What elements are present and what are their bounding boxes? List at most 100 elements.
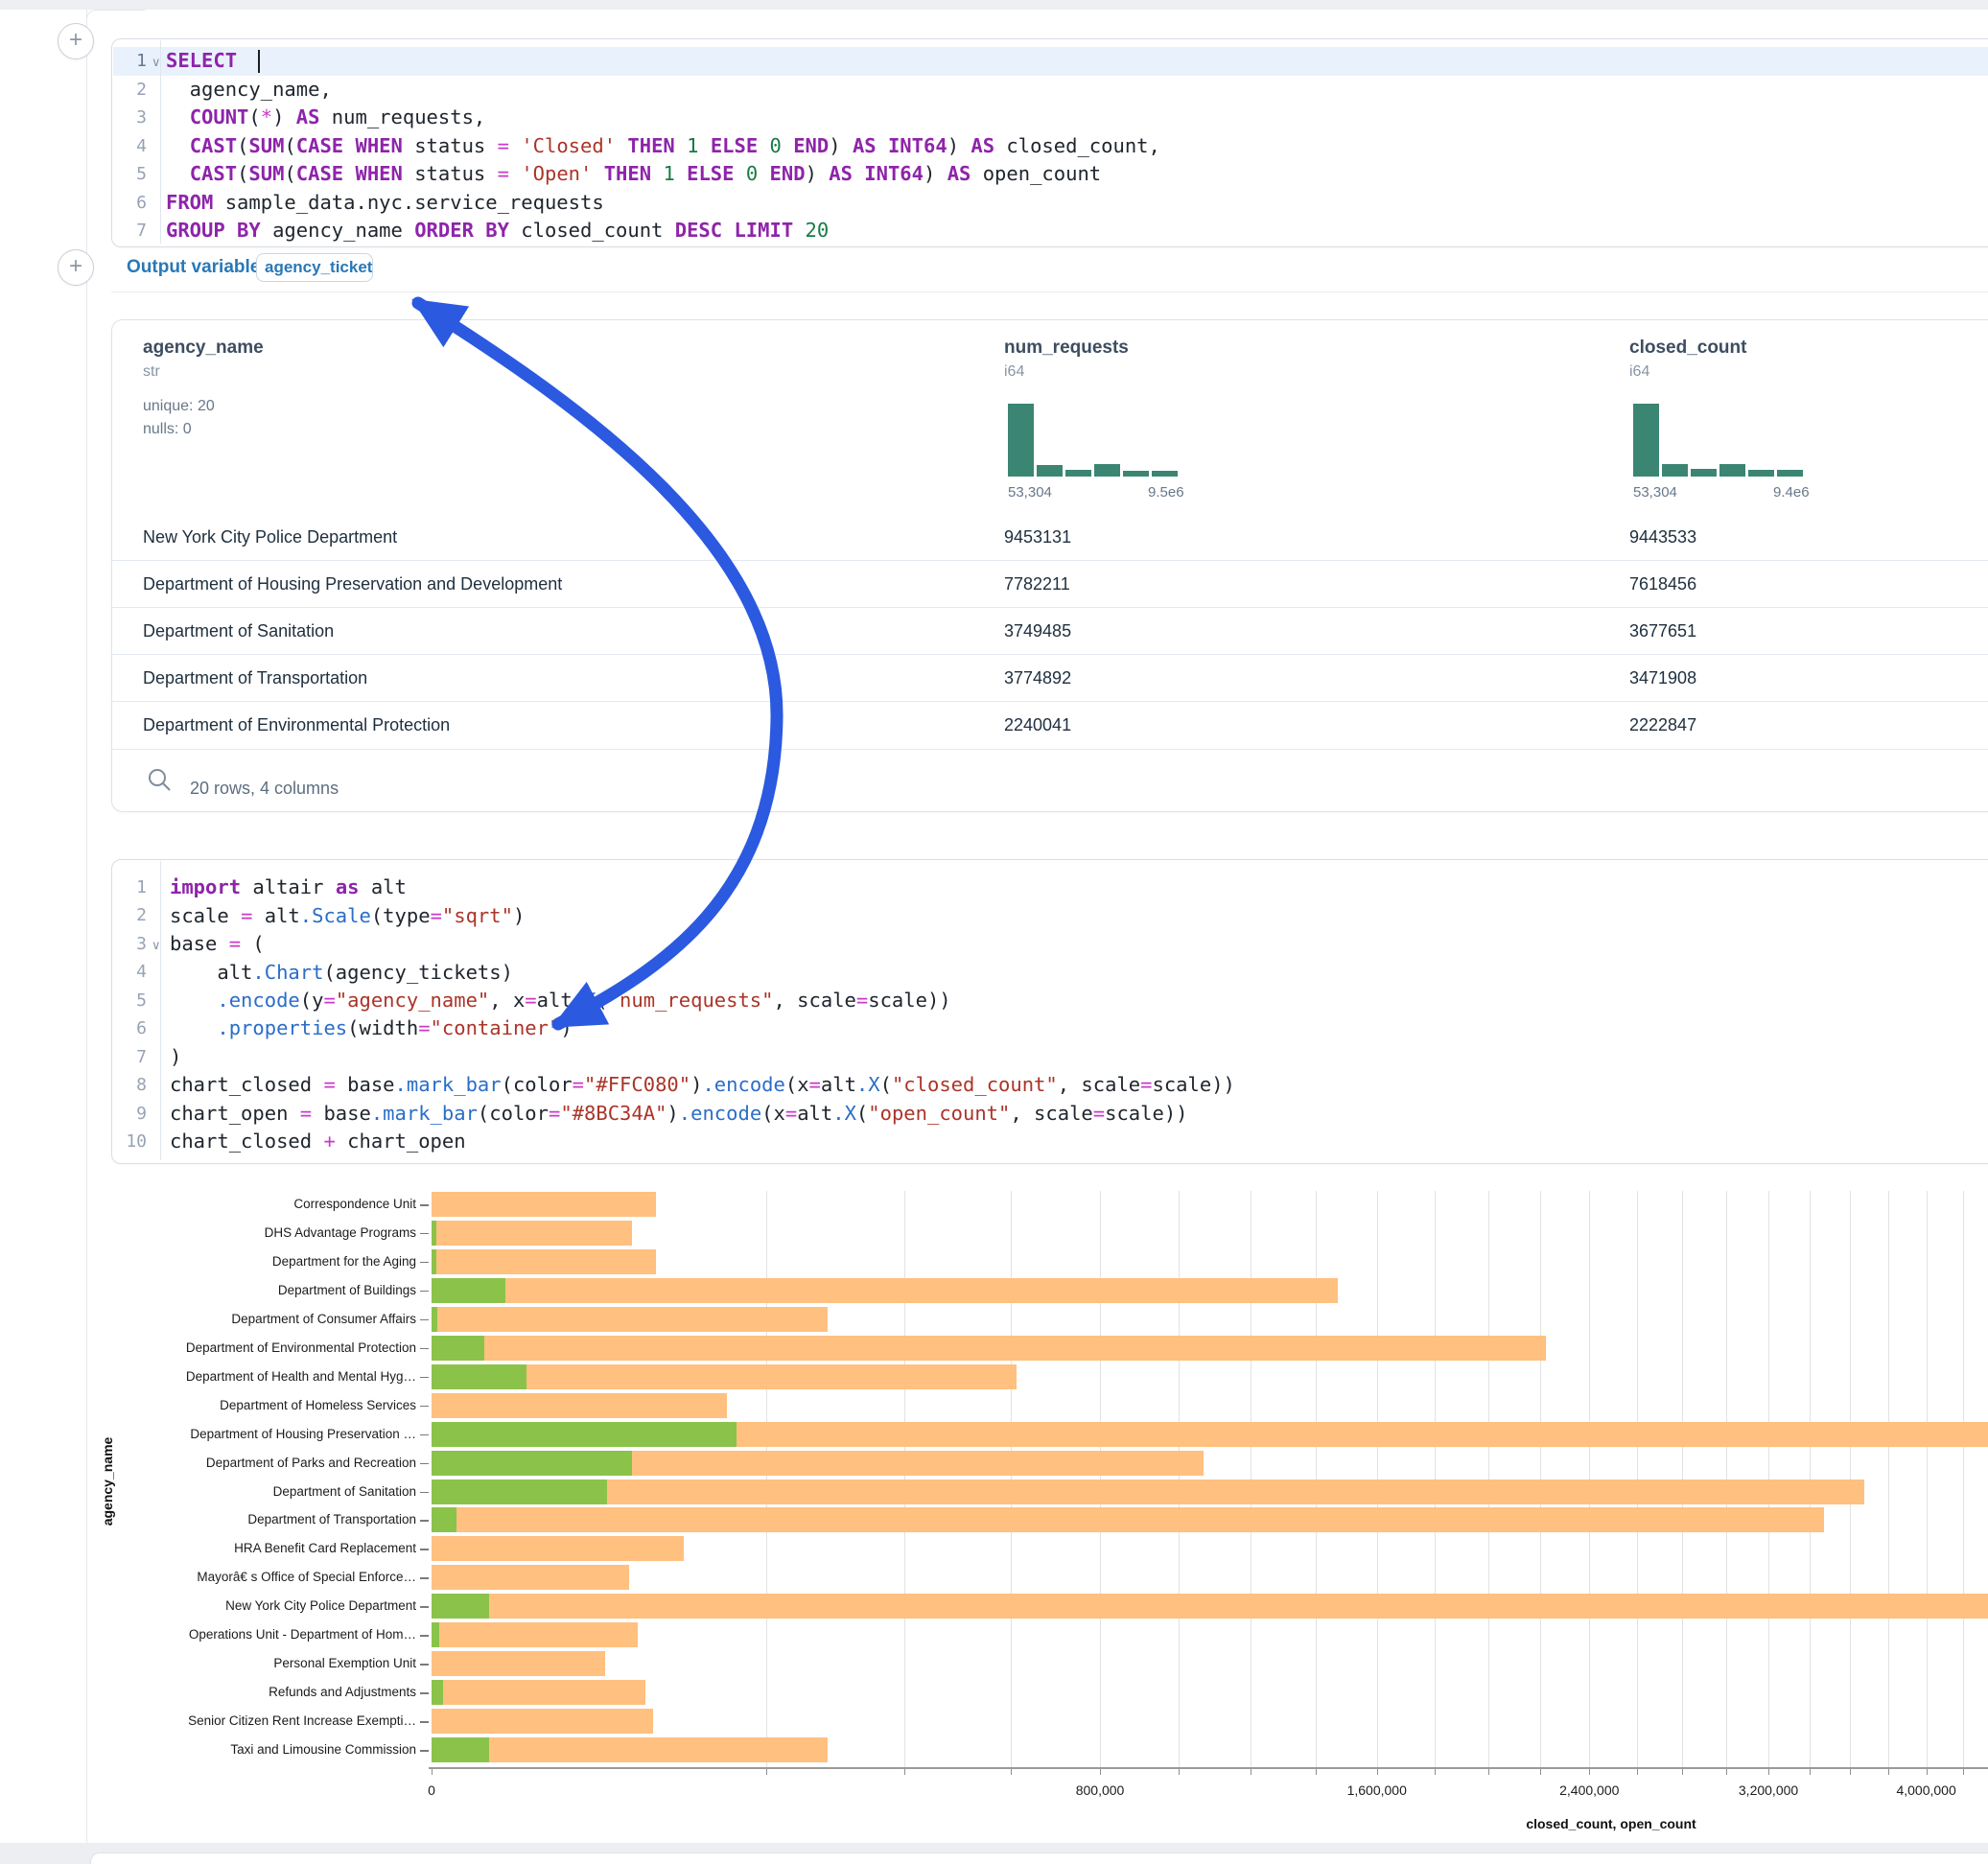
- x-axis-tick: [1488, 1767, 1490, 1775]
- bar-closed-count: [432, 1651, 606, 1677]
- x-axis-tick: [1589, 1767, 1591, 1775]
- code-token: [616, 134, 627, 157]
- code-token: open_count: [971, 162, 1102, 186]
- column-type: i64: [1004, 363, 1025, 380]
- code-token: =: [855, 989, 869, 1013]
- code-line: scale = alt.Scale(type="sqrt"): [170, 902, 525, 930]
- histogram-bar: [1123, 471, 1149, 477]
- line-number: 5: [136, 990, 147, 1011]
- y-category-label: Department of Buildings: [277, 1282, 416, 1297]
- code-token: scale)): [1152, 1073, 1235, 1097]
- y-category-label: Department of Health and Mental Hyg…: [185, 1368, 416, 1384]
- chart-gridline: [1010, 1191, 1012, 1767]
- histogram-min-label: 53,304: [1633, 484, 1677, 501]
- code-token: base: [312, 1101, 371, 1125]
- y-axis-tick: [420, 1520, 429, 1522]
- code-token: , scale: [773, 989, 856, 1013]
- gutter-separator: [160, 861, 161, 1160]
- code-token: DESC: [674, 219, 723, 243]
- search-icon[interactable]: [147, 767, 172, 792]
- y-category-label: Department of Housing Preservation …: [190, 1426, 416, 1441]
- chevron-down-icon[interactable]: ∨: [152, 937, 161, 952]
- bar-closed-count: [432, 1737, 829, 1763]
- output-variable-pill[interactable]: agency_tickets: [256, 253, 373, 282]
- code-token: alt: [797, 1101, 833, 1125]
- code-token: CAST: [189, 162, 238, 186]
- line-number: 10: [126, 1130, 147, 1152]
- code-token: INT64: [864, 162, 924, 186]
- code-token: =: [808, 1073, 821, 1097]
- table-cell-value: 2240041: [1004, 715, 1072, 735]
- add-cell-button-top[interactable]: +: [58, 23, 94, 59]
- y-axis-tick: [420, 1577, 429, 1579]
- code-token: "sqrt": [441, 903, 513, 927]
- code-line: agency_name,: [166, 76, 332, 105]
- sql-code-cell[interactable]: 1 ∨ SELECT 2 agency_name, 3 COUNT(*) AS num…: [111, 38, 1988, 247]
- chart-gridline: [1488, 1191, 1490, 1767]
- code-token: AS: [295, 105, 320, 129]
- bar-closed-count: [432, 1306, 829, 1332]
- chart-gridline: [1434, 1191, 1436, 1767]
- code-token: "#FFC080": [584, 1073, 691, 1097]
- x-axis-tick: [432, 1767, 433, 1775]
- row-divider: [112, 607, 1988, 609]
- table-cell-agency: Department of Transportation: [143, 668, 368, 688]
- bar-open-count: [432, 1450, 633, 1476]
- code-token: SUM: [248, 162, 285, 186]
- bottom-panel-edge: [90, 1852, 1988, 1864]
- histogram-bar: [1152, 471, 1178, 477]
- code-token: THEN: [627, 133, 675, 157]
- code-token: =: [784, 1101, 798, 1125]
- line-number: 6: [136, 192, 147, 213]
- code-token: END: [769, 162, 806, 186]
- table-cell-value: 3774892: [1004, 668, 1072, 688]
- code-line: ): [170, 1043, 181, 1071]
- code-token: status: [402, 162, 498, 186]
- code-token: chart_open: [335, 1130, 466, 1153]
- code-token: chart_open: [170, 1101, 300, 1125]
- code-token: .encode: [217, 989, 300, 1013]
- code-token: as: [335, 875, 360, 899]
- table-cell-value: 2222847: [1629, 715, 1697, 735]
- y-category-label: Department of Sanitation: [272, 1483, 416, 1499]
- code-token: (: [284, 162, 296, 186]
- code-token: ): [560, 1016, 573, 1040]
- chevron-down-icon[interactable]: ∨: [152, 55, 161, 69]
- code-token: ): [512, 903, 526, 927]
- chart-gridline: [1589, 1191, 1591, 1767]
- y-axis-tick: [420, 1232, 429, 1235]
- code-token: (: [879, 1073, 892, 1097]
- code-token: agency_name,: [166, 77, 332, 101]
- code-token: "agency_name": [335, 989, 490, 1013]
- code-line: CAST(SUM(CASE WHEN status = 'Open' THEN …: [166, 160, 1101, 189]
- code-token: COUNT: [189, 105, 249, 129]
- add-cell-button-middle[interactable]: +: [58, 249, 94, 286]
- code-token: .encode: [678, 1101, 762, 1125]
- x-axis-tick: [1636, 1767, 1638, 1775]
- code-token: LIMIT: [734, 219, 794, 243]
- code-token: (x: [761, 1101, 785, 1125]
- code-token: .mark_bar: [370, 1101, 478, 1125]
- chart-gridline: [1100, 1191, 1102, 1767]
- histogram-bar: [1037, 465, 1063, 477]
- x-axis-tick: [1963, 1767, 1965, 1775]
- python-code-cell[interactable]: 1 import altair as alt 2 scale = alt.Scale(…: [111, 859, 1988, 1164]
- line-number: 1: [136, 51, 147, 71]
- code-token: (color: [477, 1101, 549, 1125]
- table-cell-value: 3471908: [1629, 668, 1697, 688]
- code-token: .properties: [217, 1016, 348, 1040]
- output-variable-row: Output variable: agency_tickets: [111, 247, 1988, 292]
- code-token: chart_closed: [170, 1073, 324, 1097]
- code-token: [877, 134, 888, 157]
- x-axis-tick: [1888, 1767, 1890, 1775]
- y-axis-tick: [420, 1204, 429, 1206]
- code-token: closed_count,: [994, 133, 1160, 157]
- chart-gridline: [1963, 1191, 1965, 1767]
- code-token: .mark_bar: [394, 1073, 502, 1097]
- code-token: .X: [572, 989, 596, 1013]
- y-category-label: Senior Citizen Rent Increase Exempti…: [188, 1713, 416, 1729]
- y-axis-tick: [420, 1290, 429, 1293]
- code-token: scale: [170, 903, 242, 927]
- code-line: .properties(width="container"): [170, 1014, 573, 1042]
